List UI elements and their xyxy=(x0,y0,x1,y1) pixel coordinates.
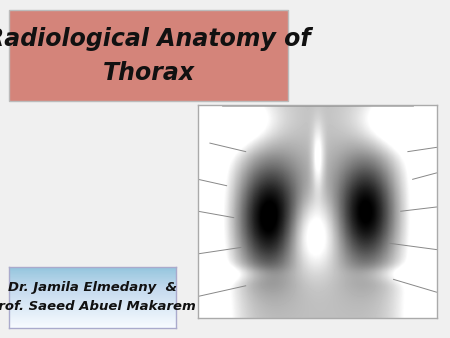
Text: Radiological Anatomy of
Thorax: Radiological Anatomy of Thorax xyxy=(0,27,311,84)
FancyBboxPatch shape xyxy=(9,10,288,101)
Text: Dr. Jamila Elmedany  &
Prof. Saeed Abuel Makarem: Dr. Jamila Elmedany & Prof. Saeed Abuel … xyxy=(0,282,196,313)
